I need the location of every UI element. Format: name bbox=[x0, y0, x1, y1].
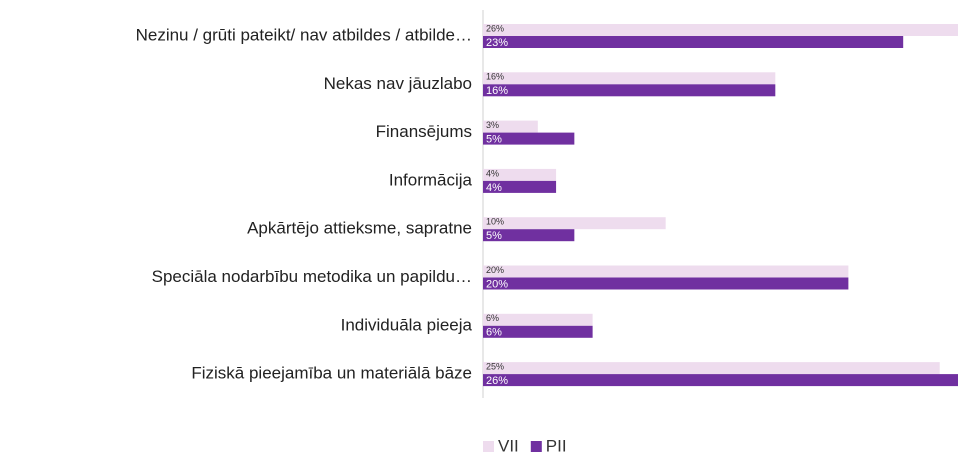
data-label: 16% bbox=[486, 85, 508, 97]
bar bbox=[483, 277, 849, 290]
bar bbox=[483, 362, 940, 375]
bar bbox=[483, 120, 538, 133]
bar bbox=[483, 72, 776, 85]
data-label: 4% bbox=[486, 182, 502, 194]
legend-swatch bbox=[483, 441, 494, 452]
legend-swatch bbox=[530, 441, 542, 452]
data-label: 4% bbox=[486, 168, 499, 178]
bar bbox=[483, 313, 593, 326]
bar bbox=[483, 217, 666, 230]
category-label: Nezinu / grūti pateikt/ nav atbildes / a… bbox=[136, 25, 472, 44]
bar bbox=[483, 180, 557, 193]
bar bbox=[483, 84, 776, 97]
category-label: Individuāla pieeja bbox=[341, 315, 473, 334]
bar bbox=[483, 132, 575, 145]
category-label: Fiziskā pieejamība un materiālā bāze bbox=[191, 364, 472, 383]
data-label: 5% bbox=[486, 134, 502, 146]
bar bbox=[483, 168, 557, 181]
bar bbox=[483, 374, 958, 387]
legend-label: VII bbox=[498, 436, 519, 455]
data-label: 10% bbox=[486, 217, 504, 227]
legend-label: PII bbox=[546, 436, 567, 455]
bar bbox=[483, 325, 593, 338]
data-label: 16% bbox=[486, 72, 504, 82]
bar bbox=[483, 229, 575, 242]
category-label: Speciāla nodarbību metodika un papildu… bbox=[152, 267, 472, 286]
data-label: 23% bbox=[486, 37, 508, 49]
data-label: 5% bbox=[486, 230, 502, 242]
bar bbox=[483, 36, 904, 48]
data-label: 26% bbox=[486, 23, 504, 33]
data-label: 3% bbox=[486, 120, 499, 130]
data-label: 6% bbox=[486, 327, 502, 339]
category-label: Nekas nav jāuzlabo bbox=[324, 74, 472, 93]
data-label: 20% bbox=[486, 265, 504, 275]
data-label: 25% bbox=[486, 361, 504, 371]
category-label: Finansējums bbox=[376, 122, 472, 141]
category-label: Apkārtējo attieksme, sapratne bbox=[247, 219, 472, 238]
category-label: Informācija bbox=[389, 170, 473, 189]
bar bbox=[483, 24, 958, 36]
bar bbox=[483, 265, 849, 278]
data-label: 6% bbox=[486, 313, 499, 323]
data-label: 20% bbox=[486, 278, 508, 290]
data-label: 26% bbox=[486, 375, 508, 387]
